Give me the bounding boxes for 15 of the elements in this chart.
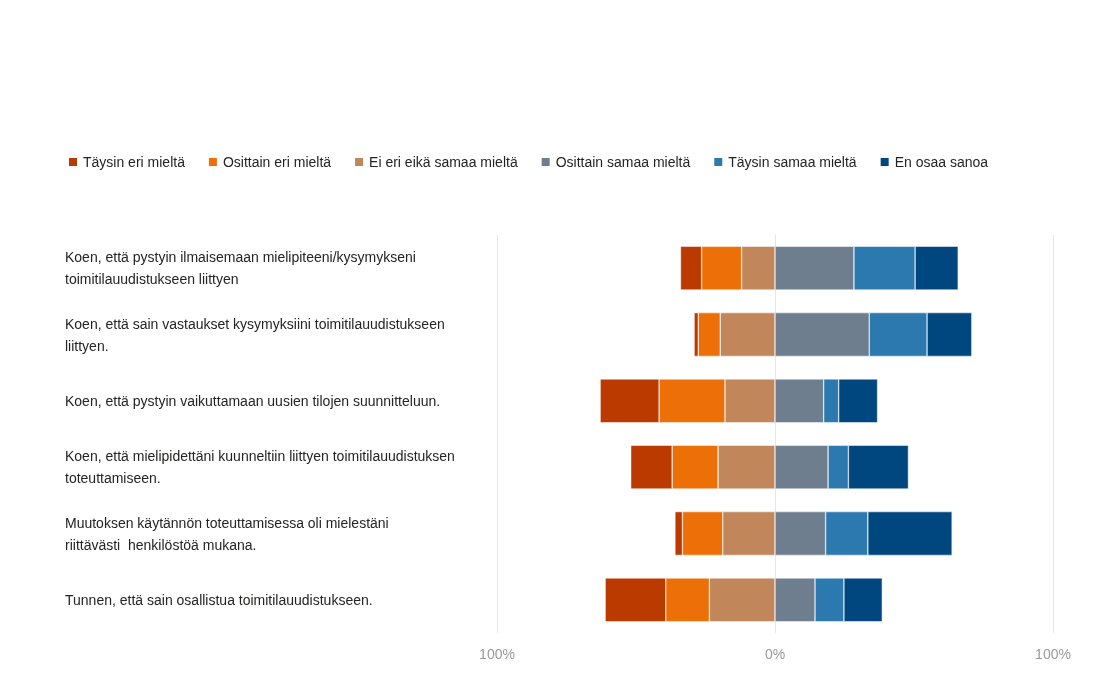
y-tick-label: Koen, että pystyin ilmaisemaan mielipiteeni/kysymykseni toimitilauudistukseen liittyen (65, 249, 420, 288)
y-tick-label: Koen, että pystyin vaikuttamaan uusien tilojen suunnitteluun. (65, 392, 441, 409)
legend-label: En osaa sanoa (894, 154, 989, 170)
y-tick-label: Koen, että mielipidettäni kuunneltiin liittyen toimitilauudistuksen toteuttamiseen. (65, 448, 459, 487)
legend-label: Täysin samaa mieltä (728, 154, 857, 170)
y-tick-label: Tunnen, että sain osallistua toimitilauudistukseen. (65, 591, 373, 608)
x-tick-label: 0% (764, 646, 786, 662)
legend-label: Osittain samaa mieltä (555, 154, 691, 170)
y-tick-label: Muutoksen käytännön toteuttamisessa oli mielestäni riittävästi henkilöstöä mukana. (65, 514, 393, 553)
legend-label: Täysin eri mieltä (83, 154, 186, 170)
x-tick-label: 100% (1035, 646, 1071, 662)
legend-label: Ei eri eikä samaa mieltä (369, 154, 518, 170)
legend-label: Osittain eri mieltä (222, 154, 332, 170)
x-tick-label: 100% (479, 646, 515, 662)
y-tick-label: Koen, että sain vastaukset kysymyksiini toimitilauudistukseen liittyen. (65, 315, 449, 354)
